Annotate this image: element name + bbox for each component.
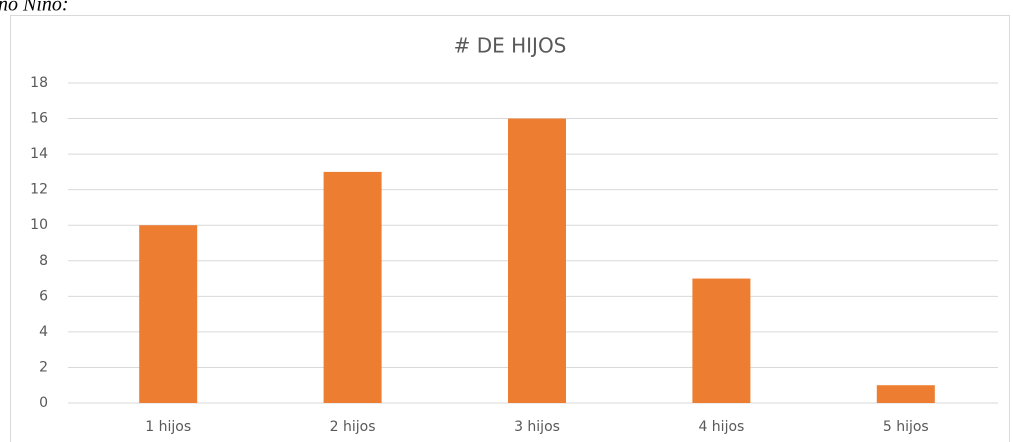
y-tick-label: 8 [39,253,48,269]
x-tick-label: 1 hijos [145,419,191,435]
bar [876,385,935,403]
caption: ño Niño: [0,0,69,16]
y-tick-label: 14 [30,146,48,162]
y-tick-label: 2 [39,359,48,375]
bar [323,171,382,403]
y-tick-label: 10 [30,217,48,233]
chart-title: # DE HIJOS [454,34,567,58]
x-tick-label: 4 hijos [698,419,744,435]
x-tick-label: 5 hijos [883,419,929,435]
y-tick-label: 12 [30,182,48,198]
y-tick-label: 18 [30,75,48,91]
bar [139,225,198,403]
y-tick-label: 6 [39,288,48,304]
x-tick-label: 3 hijos [514,419,560,435]
y-tick-label: 16 [30,111,48,127]
y-tick-label: 0 [39,395,48,411]
y-tick-label: 4 [39,324,48,340]
bar [508,118,566,404]
x-tick-label: 2 hijos [330,419,376,435]
bar [692,278,751,403]
